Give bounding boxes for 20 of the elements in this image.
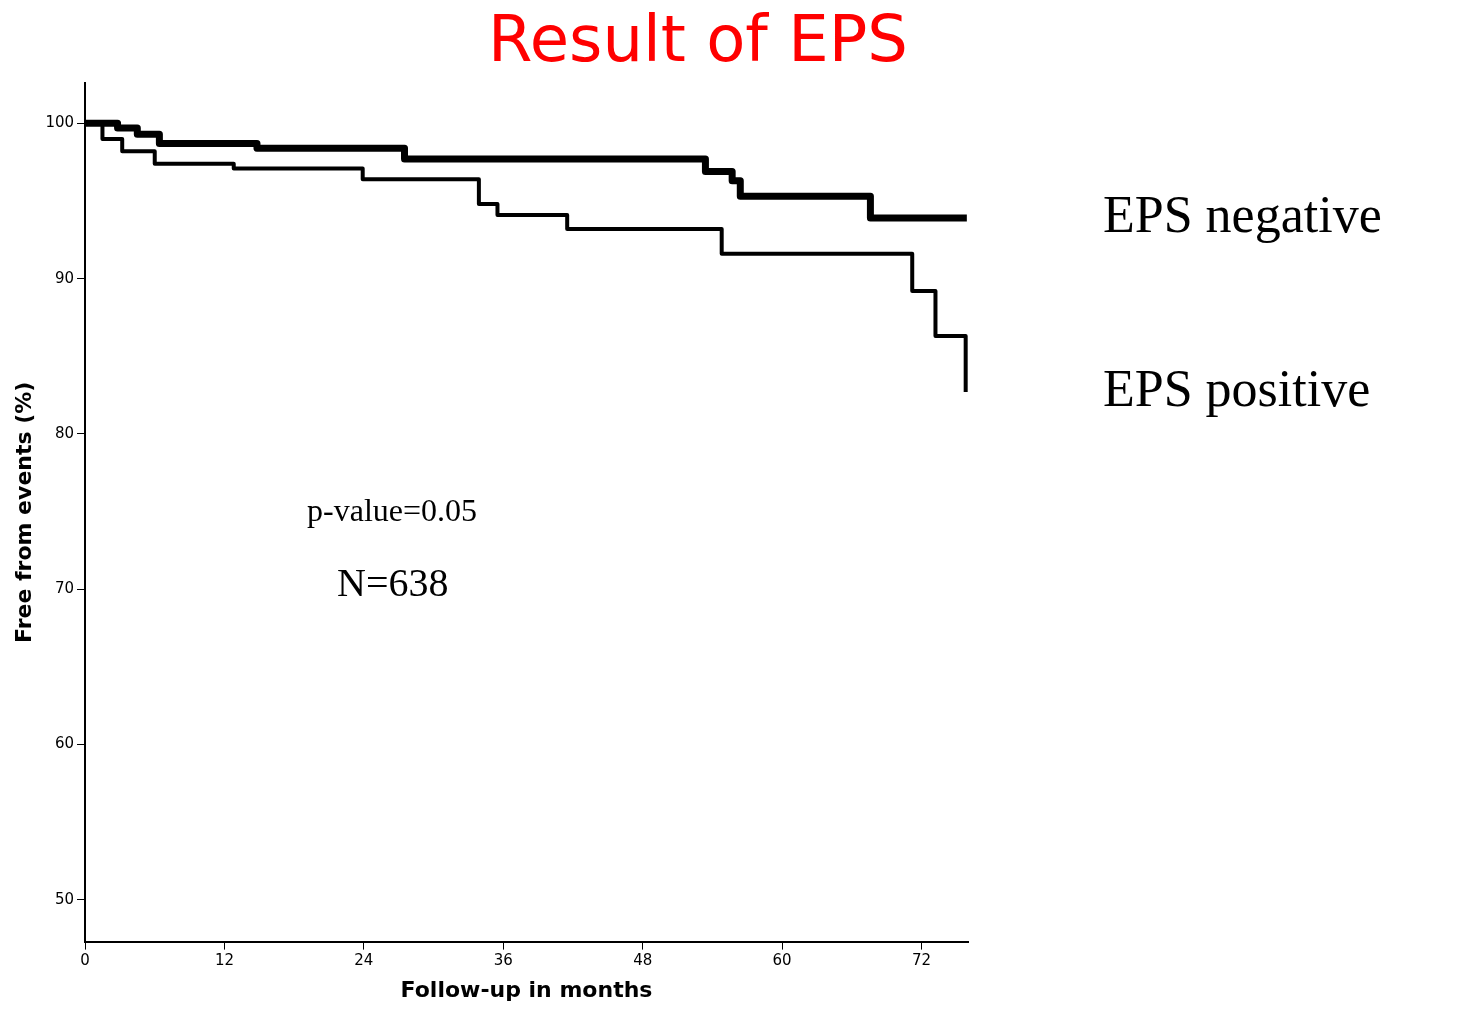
x-tick-label: 60 [772,951,792,970]
x-tick-label: 24 [354,951,374,970]
annotation: N=638 [337,559,449,605]
text: EPS positive [1103,359,1371,417]
x-tick-label: 48 [633,951,653,970]
y-tick-label: 90 [54,268,75,287]
annotation: p-value=0.05 [307,492,478,529]
y-tick-label: 80 [54,423,75,442]
x-tick-label: 72 [911,951,932,970]
y-tick-label: 70 [54,579,75,598]
x-axis-title: Follow-up in months [400,976,653,1002]
y-tick-label: 50 [54,889,75,908]
y-axis-title: Free from events (%) [10,381,36,643]
y-tick-label: 100 [45,113,75,132]
x-tick-label: 36 [493,951,513,970]
y-tick-label: 60 [54,734,75,753]
x-tick-label: 0 [80,951,90,970]
chart-title: Result of EPS [488,1,908,76]
x-tick-label: 12 [214,951,234,970]
text: EPS negative [1103,185,1382,243]
